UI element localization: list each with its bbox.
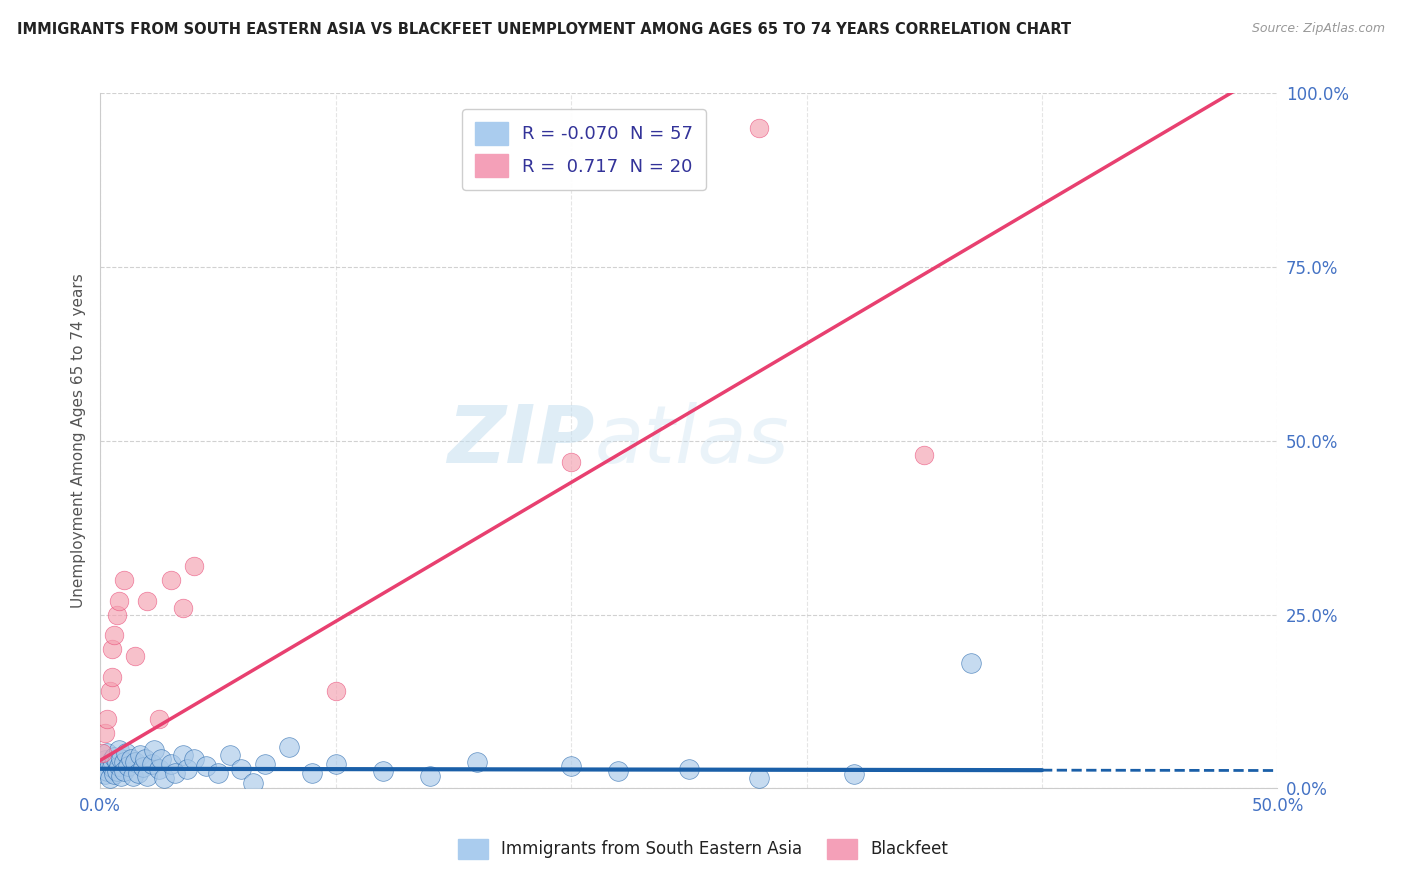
Point [136,593,159,607]
Point [94,725,117,739]
Point [195,759,218,773]
Point [136,769,159,783]
Text: atlas: atlas [595,401,789,480]
Point [183,752,205,766]
Point [134,752,156,766]
Point [96,712,118,726]
Point [129,747,152,762]
Point [98,771,121,785]
Text: Source: ZipAtlas.com: Source: ZipAtlas.com [1251,22,1385,36]
Point [231,762,253,776]
Legend: Immigrants from South Eastern Asia, Blackfeet: Immigrants from South Eastern Asia, Blac… [451,832,955,866]
Point [98,756,121,771]
Point [103,628,125,642]
Point [96,764,118,778]
Point [465,755,488,769]
Text: ZIP: ZIP [447,401,595,480]
Point [117,759,139,773]
Point [143,743,166,757]
Point [98,684,121,698]
Point [115,747,138,761]
Point [159,756,181,771]
Point [122,769,145,783]
Legend: R = -0.070  N = 57, R =  0.717  N = 20: R = -0.070 N = 57, R = 0.717 N = 20 [463,110,706,190]
Point [912,448,935,462]
Point [110,769,132,783]
Point [124,649,146,664]
Point [148,712,170,726]
Point [148,762,170,776]
Point [103,767,125,781]
Point [124,755,146,769]
Point [108,759,131,773]
Point [842,767,865,781]
Point [748,121,770,136]
Point [253,756,276,771]
Point [560,759,582,773]
Point [103,750,125,764]
Point [678,762,700,776]
Point [325,684,347,698]
Point [127,766,149,780]
Point [371,764,394,778]
Point [150,752,173,766]
Point [110,752,132,766]
Point [242,775,264,789]
Point [101,642,124,657]
Point [131,760,153,774]
Point [141,756,163,771]
Point [108,743,131,757]
Point [112,755,135,769]
Point [105,764,128,778]
Point [419,769,441,783]
Point [101,760,124,774]
Point [91,760,114,774]
Point [120,752,142,766]
Point [560,455,582,469]
Point [165,766,187,780]
Point [94,767,117,781]
Point [101,670,124,684]
Point [172,747,194,762]
Point [325,756,347,771]
Point [96,747,118,761]
Point [607,764,630,778]
Point [112,573,135,587]
Point [748,771,770,785]
Point [301,766,323,780]
Text: IMMIGRANTS FROM SOUTH EASTERN ASIA VS BLACKFEET UNEMPLOYMENT AMONG AGES 65 TO 74: IMMIGRANTS FROM SOUTH EASTERN ASIA VS BL… [17,22,1071,37]
Y-axis label: Unemployment Among Ages 65 to 74 years: Unemployment Among Ages 65 to 74 years [72,274,86,608]
Point [960,656,983,670]
Point [112,764,135,778]
Point [218,747,240,762]
Point [159,573,181,587]
Point [94,754,117,768]
Point [105,755,128,769]
Point [183,558,205,573]
Point [101,754,124,768]
Point [105,607,128,622]
Point [91,747,114,761]
Point [172,600,194,615]
Point [152,771,174,785]
Point [277,739,299,754]
Point [176,762,198,776]
Point [207,766,229,780]
Point [108,593,131,607]
